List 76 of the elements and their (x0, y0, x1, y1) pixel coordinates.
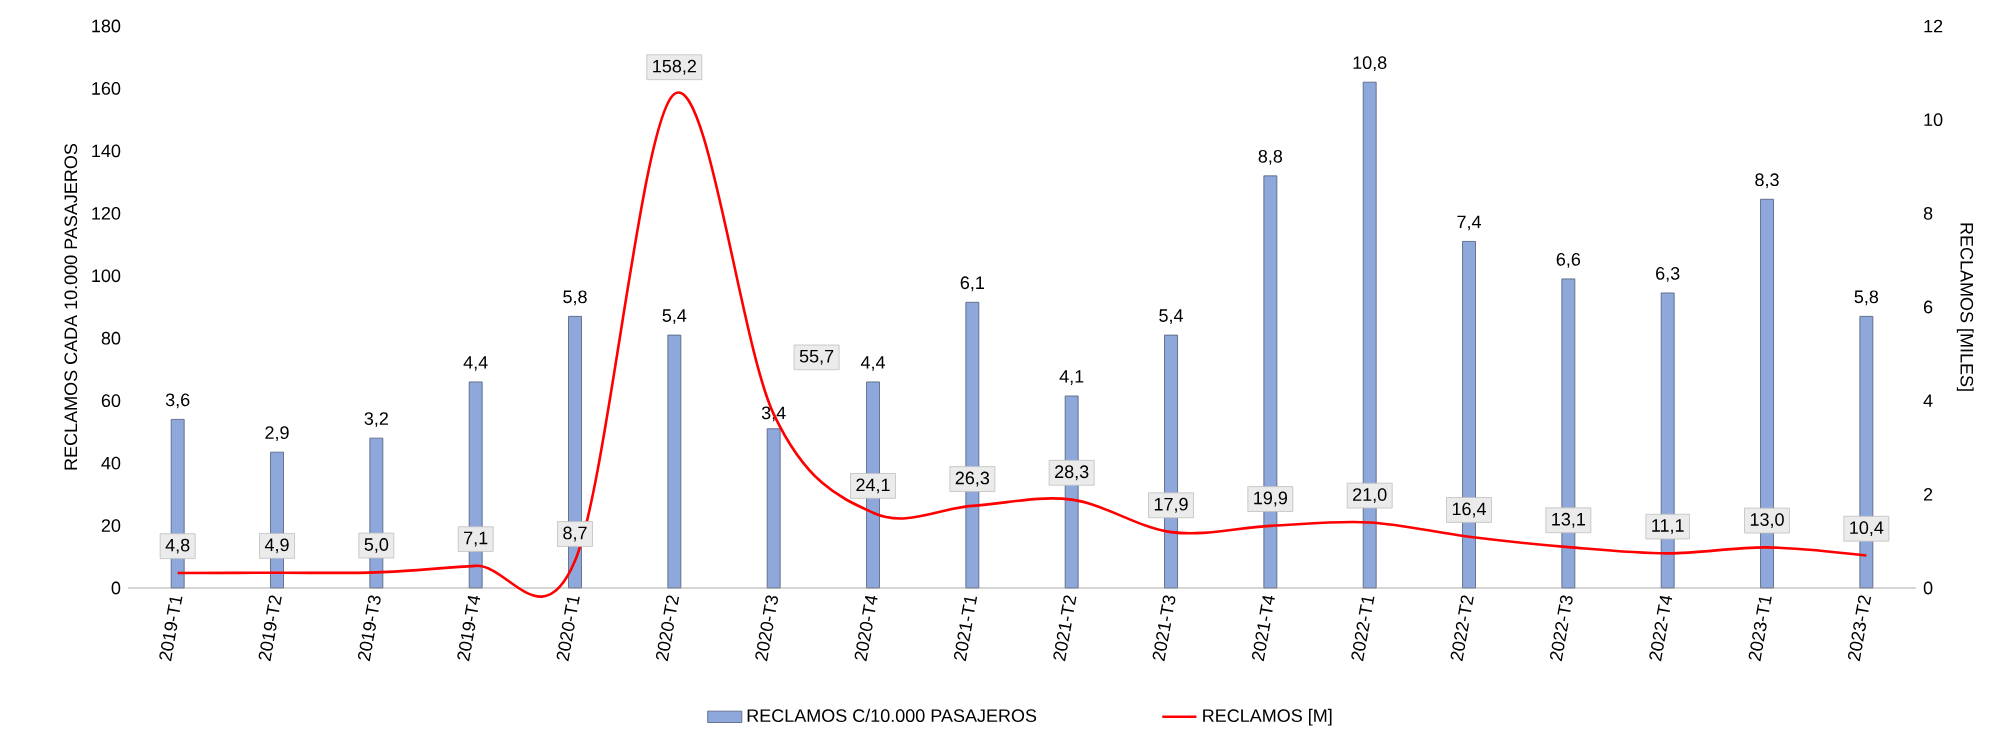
data-label: 5,8 (1854, 290, 1879, 306)
x-tick-label: 2020-T1 (556, 596, 580, 662)
data-label: 5,4 (662, 309, 687, 325)
data-label: 24,1 (856, 478, 890, 494)
data-label: 5,4 (1159, 309, 1183, 325)
y2-tick-label: 0 (1923, 581, 1933, 595)
data-label: 158,2 (653, 59, 696, 75)
x-tick-label: 2019-T4 (457, 595, 481, 662)
legend-label: RECLAMOS C/10.000 PASAJEROS (747, 708, 1037, 723)
data-label: 4,9 (264, 538, 289, 554)
data-label: 28,3 (1055, 465, 1089, 481)
x-tick-label: 2020-T2 (655, 595, 680, 662)
data-label: 11,1 (1652, 519, 1684, 534)
data-label: 6,3 (1656, 267, 1680, 282)
data-label: 5,0 (364, 538, 389, 553)
data-label: 4,4 (860, 356, 885, 371)
data-label: 17,9 (1154, 497, 1188, 513)
data-label: 16,4 (1452, 502, 1486, 518)
data-label: 5,8 (563, 290, 587, 306)
x-tick-label: 2022-T2 (1450, 595, 1474, 662)
x-tick-label: 2022-T1 (1351, 596, 1375, 662)
data-label: 6,6 (1556, 252, 1581, 268)
y2-tick-label: 8 (1923, 206, 1933, 220)
y-tick-label: 120 (92, 206, 121, 220)
data-label: 4,8 (165, 538, 190, 554)
legend-label: RECLAMOS [M] (1203, 708, 1332, 726)
x-tick-label: 2023-T2 (1847, 595, 1872, 662)
x-tick-label: 2019-T3 (357, 595, 381, 662)
x-tick-label: 2020-T4 (854, 595, 878, 662)
data-label: 8,3 (1755, 173, 1779, 189)
y-tick-label: 140 (92, 144, 121, 158)
data-label: 10,8 (1353, 56, 1387, 72)
y2-tick-label: 4 (1923, 394, 1933, 407)
y2-axis-title: RECLAMOS [MILES] (1956, 223, 1974, 391)
x-tick-label: 2019-T1 (159, 596, 183, 662)
data-label: 2,9 (265, 426, 289, 442)
y2-tick-label: 12 (1924, 19, 1943, 33)
data-label: 3,2 (364, 412, 388, 428)
x-tick-label: 2021-T2 (1053, 595, 1077, 662)
y-tick-label: 60 (101, 394, 121, 408)
x-tick-label: 2021-T1 (953, 596, 978, 662)
y-tick-label: 80 (101, 331, 121, 345)
x-tick-label: 2021-T4 (1251, 595, 1275, 662)
data-label: 7,1 (464, 531, 488, 547)
data-label: 13,0 (1750, 513, 1784, 528)
y-tick-label: 20 (101, 519, 121, 532)
y-tick-label: 160 (92, 82, 121, 95)
data-label: 13,1 (1552, 512, 1585, 528)
bar (667, 334, 682, 589)
y2-tick-label: 10 (1924, 113, 1943, 127)
data-label: 3,6 (165, 393, 190, 409)
x-tick-label: 2023-T1 (1748, 596, 1772, 662)
y2-tick-label: 2 (1924, 488, 1933, 501)
y2-tick-label: 6 (1924, 300, 1933, 314)
x-tick-label: 2022-T4 (1649, 595, 1673, 662)
data-label: 7,4 (1457, 215, 1481, 231)
x-tick-label: 2021-T3 (1152, 595, 1176, 662)
data-label: 6,1 (960, 276, 984, 292)
x-tick-label: 2022-T3 (1549, 595, 1573, 662)
data-label: 4,1 (1059, 370, 1084, 385)
data-label: 4,4 (463, 356, 488, 371)
data-label: 19,9 (1254, 491, 1288, 507)
x-tick-label: 2020-T3 (755, 595, 778, 662)
x-tick-label: 2019-T2 (258, 595, 282, 662)
y-tick-label: 180 (92, 19, 121, 33)
data-label: 10,4 (1850, 521, 1884, 537)
data-label: 8,8 (1258, 149, 1283, 165)
y-tick-label: 0 (111, 581, 121, 595)
data-label: 21,0 (1353, 488, 1387, 504)
bar (766, 428, 781, 589)
y-tick-label: 40 (101, 456, 121, 470)
data-label: 26,3 (955, 471, 990, 487)
data-label: 55,7 (799, 350, 834, 365)
y-tick-label: 100 (92, 269, 121, 283)
data-label: 8,7 (563, 526, 587, 542)
y-axis-title: RECLAMOS CADA 10.000 PASAJEROS (64, 143, 78, 470)
